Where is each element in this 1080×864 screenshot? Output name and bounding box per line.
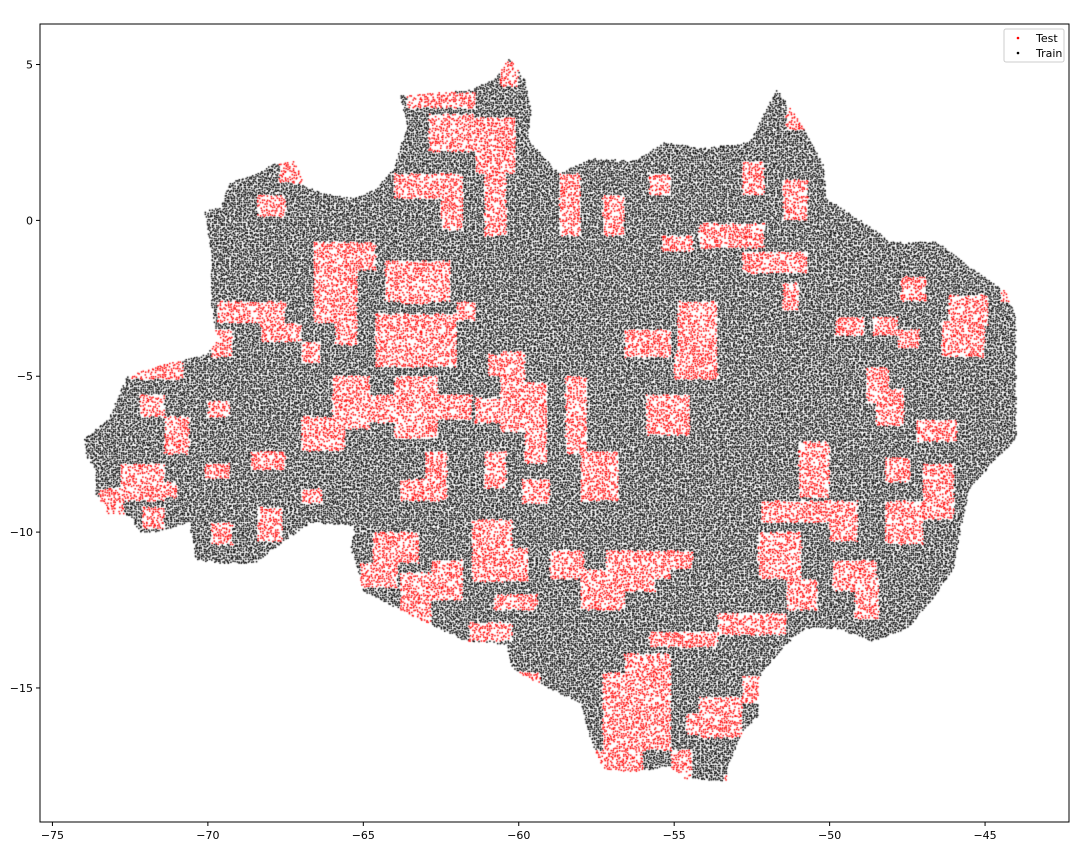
x-tick-label: −45 (973, 829, 996, 842)
legend-label-train: Train (1035, 47, 1062, 60)
plot-frame (39, 23, 1070, 823)
x-tick-label: −60 (507, 829, 530, 842)
x-tick-label: −70 (196, 829, 219, 842)
x-tick-label: −75 (41, 829, 64, 842)
legend: Test Train (1003, 28, 1065, 63)
y-tick-label: −15 (10, 682, 33, 695)
y-tick-label: 0 (26, 214, 33, 227)
legend-marker-test (1016, 36, 1020, 40)
x-tick-label: −50 (818, 829, 841, 842)
points-layer (40, 24, 1069, 822)
y-tick-label: 5 (26, 59, 33, 72)
axes: −75 −70 −65 −60 −55 −50 −45 5 0 −5 −10 −15 (10, 23, 1070, 842)
legend-marker-train (1016, 51, 1020, 55)
x-tick-label: −65 (352, 829, 375, 842)
scatter-points (40, 24, 1069, 822)
legend-label-test: Test (1035, 32, 1058, 45)
y-tick-label: −5 (17, 370, 33, 383)
y-tick-label: −10 (10, 526, 33, 539)
x-tick-label: −55 (663, 829, 686, 842)
